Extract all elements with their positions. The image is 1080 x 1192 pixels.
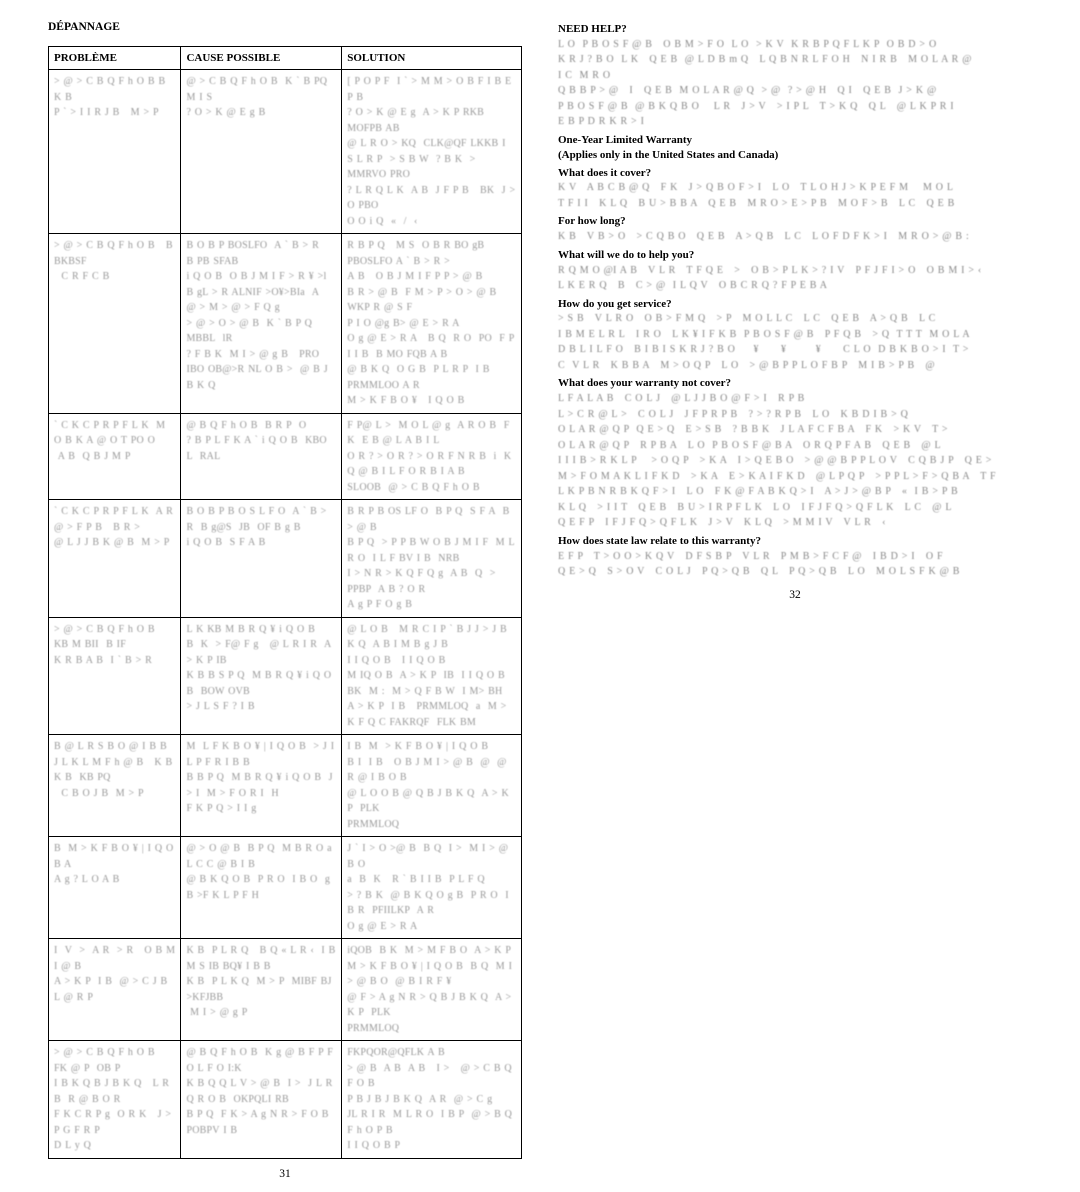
section-body: L O P B O S F @ B O B M > F O L O > K V …	[558, 37, 1032, 130]
left-page: DÉPANNAGE PROBLÈME CAUSE POSSIBLE SOLUTI…	[0, 0, 540, 1192]
table-row: I V > A R > R O B M I @ B A > K P I B @ …	[49, 939, 522, 1041]
table-cell: > @ > C B Q F h O B FK @ P OB P I B K Q …	[49, 1041, 181, 1159]
table-row: > @ > C B Q F h O B B BKBSF C R F C BB O…	[49, 234, 522, 414]
table-row: B M > K F B O ¥ | I Q O B A A g ? L O A …	[49, 837, 522, 939]
section-heading: What does your warranty not cover?	[558, 376, 1032, 391]
section-heading: How does state law relate to this warran…	[558, 534, 1032, 549]
table-cell: I B M > K F B O ¥ | I Q O B B I I B O B …	[342, 735, 522, 837]
table-cell: R B P Q M S O B R BO gB PBOSLFO A ` B > …	[342, 234, 522, 414]
section-body: K B V B > O > C Q B O Q E B A > Q B L C …	[558, 229, 1032, 245]
table-cell: B O B P B O S L F O A ` B > R B g@S JB O…	[181, 500, 342, 618]
table-cell: @ > O @ B B P Q M B R O a L C C @ B I B …	[181, 837, 342, 939]
table-cell: iQOB B K M > M F B O A > K P M > K F B O…	[342, 939, 522, 1041]
table-cell: B @ L R S B O @ I B B J L K L M F h @ B …	[49, 735, 181, 837]
warranty-section: NEED HELP?L O P B O S F @ B O B M > F O …	[558, 22, 1032, 130]
table-cell: > @ > C B Q F h O B KB M BII B IF K R B …	[49, 617, 181, 735]
table-row: ` C K C P R P F L K M O B K A @ O T PO O…	[49, 413, 522, 500]
table-cell: F P@ L > M O L @ g A R O B F K E B @ L A…	[342, 413, 522, 500]
left-heading: DÉPANNAGE	[48, 20, 522, 36]
warranty-section: For how long?K B V B > O > C Q B O Q E B…	[558, 214, 1032, 244]
section-heading: What will we do to help you?	[558, 248, 1032, 263]
table-cell: B M > K F B O ¥ | I Q O B A A g ? L O A …	[49, 837, 181, 939]
left-page-number: 31	[48, 1167, 522, 1183]
section-body: R Q M O @I A B V L R T F Q E > O B > P L…	[558, 263, 1032, 294]
table-cell: K B P L R Q B Q « L R ‹ I B M S IB BQ¥ I…	[181, 939, 342, 1041]
table-cell: > @ > C B Q F h O B B BKBSF C R F C B	[49, 234, 181, 414]
table-row: > @ > C B Q F h O B FK @ P OB P I B K Q …	[49, 1041, 522, 1159]
document-spread: DÉPANNAGE PROBLÈME CAUSE POSSIBLE SOLUTI…	[0, 0, 1080, 1192]
section-subheading: (Applies only in the United States and C…	[558, 148, 1032, 163]
warranty-section: What does your warranty not cover?L F A …	[558, 376, 1032, 530]
warranty-section: What does it cover?K V A B C B @ Q F K J…	[558, 166, 1032, 212]
table-row: B @ L R S B O @ I B B J L K L M F h @ B …	[49, 735, 522, 837]
section-body: K V A B C B @ Q F K J > Q B O F > I L O …	[558, 180, 1032, 211]
th-problem: PROBLÈME	[49, 46, 181, 70]
warranty-section: One-Year Limited Warranty(Applies only i…	[558, 133, 1032, 163]
table-cell: @ B Q F h O B K g @ B F P F O L F O I:K …	[181, 1041, 342, 1159]
warranty-section: How does state law relate to this warran…	[558, 534, 1032, 580]
section-body: E F P T > O O > K Q V D F S B P V L R P …	[558, 549, 1032, 580]
troubleshooting-table: PROBLÈME CAUSE POSSIBLE SOLUTION > @ > C…	[48, 46, 522, 1159]
th-solution: SOLUTION	[342, 46, 522, 70]
table-cell: [ P O P F I ` > M M > O B F I B E P B ? …	[342, 70, 522, 234]
warranty-section: What will we do to help you?R Q M O @I A…	[558, 248, 1032, 294]
warranty-section: How do you get service?> S B V L R O O B…	[558, 297, 1032, 374]
table-cell: FKPQOR@QFLK A B > @ B A B A B I > @ > C …	[342, 1041, 522, 1159]
table-row: > @ > C B Q F h O B KB M BII B IF K R B …	[49, 617, 522, 735]
section-heading: For how long?	[558, 214, 1032, 229]
right-page-number: 32	[558, 588, 1032, 604]
table-cell: ` C K C P R P F L K M O B K A @ O T PO O…	[49, 413, 181, 500]
table-cell: M L F K B O ¥ | I Q O B > J I L P F R I …	[181, 735, 342, 837]
table-cell: I V > A R > R O B M I @ B A > K P I B @ …	[49, 939, 181, 1041]
right-page: NEED HELP?L O P B O S F @ B O B M > F O …	[540, 0, 1080, 1192]
section-heading: How do you get service?	[558, 297, 1032, 312]
table-row: ` C K C P R P F L K A R @ > F P B B R > …	[49, 500, 522, 618]
table-cell: > @ > C B Q F h O B B K B P ` > I I R J …	[49, 70, 181, 234]
table-cell: J ` I > O >@ B B Q I > M I > @ B O a B K…	[342, 837, 522, 939]
table-row: > @ > C B Q F h O B B K B P ` > I I R J …	[49, 70, 522, 234]
table-cell: @ > C B Q F h O B K ` B PQ M I S ? O > K…	[181, 70, 342, 234]
table-cell: ` C K C P R P F L K A R @ > F P B B R > …	[49, 500, 181, 618]
section-heading: One-Year Limited Warranty	[558, 133, 1032, 148]
table-cell: L K KB M B R Q ¥ i Q O B B K > F@ F g @ …	[181, 617, 342, 735]
th-cause: CAUSE POSSIBLE	[181, 46, 342, 70]
section-body: L F A L A B C O L J @ L J J B O @ F > I …	[558, 391, 1032, 531]
section-heading: NEED HELP?	[558, 22, 1032, 37]
section-heading: What does it cover?	[558, 166, 1032, 181]
table-cell: B O B P BOSLFO A ` B > R B PB SFAB i Q O…	[181, 234, 342, 414]
table-cell: @ L O B M R C I P ` B J J > J B K Q A B …	[342, 617, 522, 735]
section-body: > S B V L R O O B > F M Q > P M O L L C …	[558, 311, 1032, 373]
table-cell: B R P B OS LF O B P Q S F A B > @ B B P …	[342, 500, 522, 618]
table-cell: @ B Q F h O B B R P O ? B P L F K A ` i …	[181, 413, 342, 500]
